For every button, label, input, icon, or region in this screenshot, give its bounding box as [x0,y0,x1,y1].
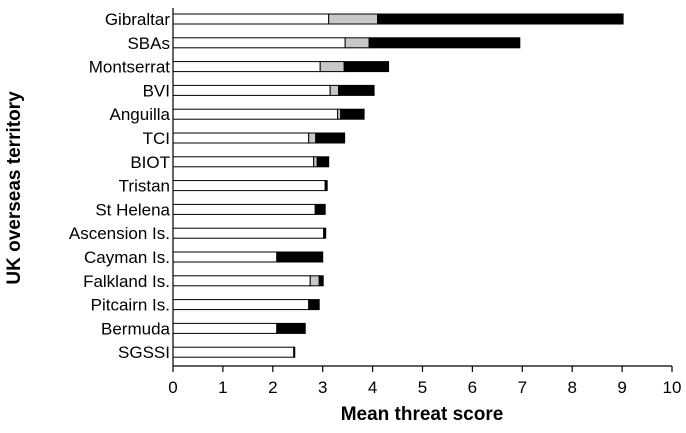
bar-segment-3 [315,132,346,144]
bar-segment-1 [172,346,295,358]
bar-segment-3 [377,13,624,25]
x-tick-label: 4 [368,378,377,397]
category-label: Anguilla [110,105,171,124]
x-tick-label: 5 [418,378,427,397]
bar-segment-1 [172,299,310,311]
x-tick-label: 7 [518,378,527,397]
category-label: TCI [143,129,170,148]
bar-segment-1 [172,251,278,263]
bar-segment-1 [172,13,330,25]
x-tick-label: 0 [168,378,177,397]
bar-segment-1 [172,132,310,144]
bar-segment-3 [338,84,375,96]
bar-segment-2 [309,275,320,287]
category-label: SBAs [127,34,170,53]
x-tick-label: 9 [617,378,626,397]
bar-segment-2 [328,13,379,25]
bar-segment-1 [172,322,278,334]
x-tick-label: 6 [468,378,477,397]
bar-segment-3 [276,322,306,334]
bar-segment-3 [308,299,320,311]
bars-group [172,13,624,358]
bar-segment-3 [276,251,324,263]
bar-segment-3 [323,227,327,239]
bar-segment-1 [172,108,339,120]
bar-segment-1 [172,203,316,215]
category-label: Ascension Is. [69,224,170,243]
bar-segment-3 [293,346,296,358]
y-axis-title: UK overseas territory [4,91,25,285]
bar-segment-1 [172,180,326,192]
category-label: BVI [143,81,170,100]
bar-segment-2 [319,61,345,73]
bar-segment-1 [172,275,311,287]
bar-segment-1 [172,84,331,96]
x-axis-ticks: 0 1 2 3 4 5 6 7 8 9 10 [168,366,681,397]
bar-segment-1 [172,156,315,168]
bar-segment-2 [313,156,318,168]
category-label: Falkland Is. [83,272,170,291]
bar-segment-3 [343,61,390,73]
x-tick-label: 8 [567,378,576,397]
bar-segment-2 [329,84,340,96]
category-labels: Gibraltar SBAs Montserrat BVI Anguilla TCI BIO… [69,10,171,362]
bar-segment-3 [324,180,328,192]
x-tick-label: 3 [318,378,327,397]
category-label: Tristan [119,177,170,196]
category-label: Pitcairn Is. [91,296,170,315]
bar-segment-3 [340,108,365,120]
x-tick-label: 2 [268,378,277,397]
bar-segment-1 [172,61,321,73]
bar-segment-3 [368,37,521,49]
x-tick-label: 1 [218,378,227,397]
category-label: Bermuda [101,319,171,338]
bar-segment-1 [172,227,325,239]
bar-segment-1 [172,37,346,49]
category-label: Montserrat [89,58,171,77]
x-tick-label: 10 [663,378,682,397]
bar-segment-2 [308,132,317,144]
category-label: BIOT [130,153,170,172]
bar-segment-2 [344,37,370,49]
bar-segment-3 [314,203,326,215]
category-label: Cayman Is. [84,248,170,267]
category-label: Gibraltar [105,10,171,29]
category-label: SGSSI [118,343,170,362]
bar-segment-3 [318,275,324,287]
bar-segment-3 [316,156,330,168]
category-label: St Helena [95,200,170,219]
x-axis-title: Mean threat score [341,404,504,425]
